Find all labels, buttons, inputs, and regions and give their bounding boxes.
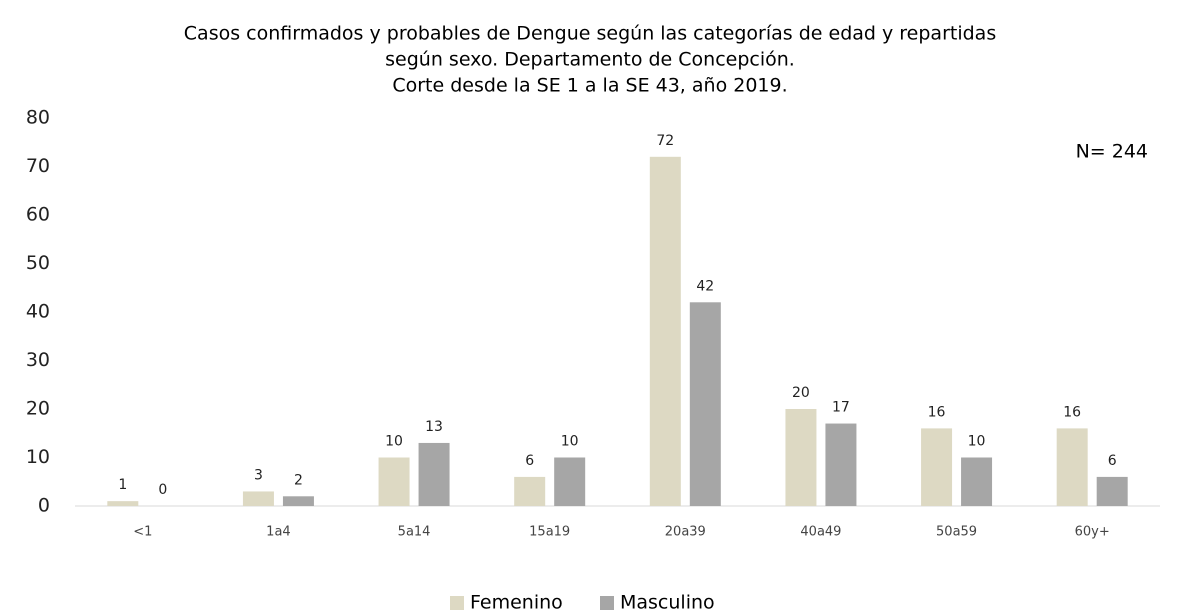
bar: [649, 156, 681, 507]
value-label: 72: [656, 133, 674, 149]
y-tick-label: 50: [26, 252, 50, 274]
bar: [1096, 476, 1128, 506]
x-tick-label: 1a4: [266, 525, 291, 540]
bar: [378, 457, 410, 506]
bar: [554, 457, 586, 506]
bar: [242, 491, 274, 506]
value-label: 20: [792, 385, 810, 401]
bar: [961, 457, 993, 506]
legend-swatch: [600, 596, 614, 610]
value-label: 10: [561, 434, 579, 450]
y-tick-label: 80: [26, 107, 50, 129]
y-tick-label: 40: [26, 301, 50, 323]
y-tick-label: 0: [38, 495, 50, 517]
value-label: 13: [425, 419, 443, 435]
legend-label: Masculino: [620, 592, 715, 614]
value-label: 2: [294, 472, 303, 488]
bar: [785, 409, 817, 506]
x-tick-label: 60y+: [1075, 525, 1110, 540]
chart-title: según sexo. Departamento de Concepción.: [385, 49, 795, 71]
x-tick-label: 15a19: [529, 525, 570, 540]
annotation: N= 244: [1076, 141, 1148, 163]
bar: [921, 428, 953, 506]
value-label: 1: [118, 477, 127, 493]
value-label: 10: [385, 434, 403, 450]
bar: [418, 442, 450, 506]
value-label: 0: [158, 482, 167, 498]
value-label: 16: [928, 404, 946, 420]
y-tick-label: 10: [26, 446, 50, 468]
bar: [107, 501, 139, 506]
legend-label: Femenino: [470, 592, 563, 614]
bar: [282, 496, 314, 506]
x-tick-label: 20a39: [665, 525, 706, 540]
bar: [1056, 428, 1088, 506]
y-tick-label: 30: [26, 349, 50, 371]
y-tick-label: 60: [26, 204, 50, 226]
value-label: 10: [968, 434, 986, 450]
y-tick-label: 20: [26, 398, 50, 420]
bar: [514, 476, 546, 506]
value-label: 6: [525, 453, 534, 469]
x-tick-label: 5a14: [398, 525, 431, 540]
value-label: 3: [254, 467, 263, 483]
x-tick-label: 40a49: [800, 525, 841, 540]
x-tick-label: 50a59: [936, 525, 977, 540]
y-tick-label: 70: [26, 155, 50, 177]
bar: [689, 302, 721, 506]
value-label: 17: [832, 400, 850, 416]
legend-swatch: [450, 596, 464, 610]
bar: [825, 423, 857, 506]
chart-title: Casos confirmados y probables de Dengue …: [184, 23, 996, 45]
value-label: 6: [1108, 453, 1117, 469]
value-label: 16: [1063, 404, 1081, 420]
x-tick-label: <1: [133, 525, 152, 540]
chart-title: Corte desde la SE 1 a la SE 43, año 2019…: [392, 75, 787, 97]
value-label: 42: [696, 278, 714, 294]
